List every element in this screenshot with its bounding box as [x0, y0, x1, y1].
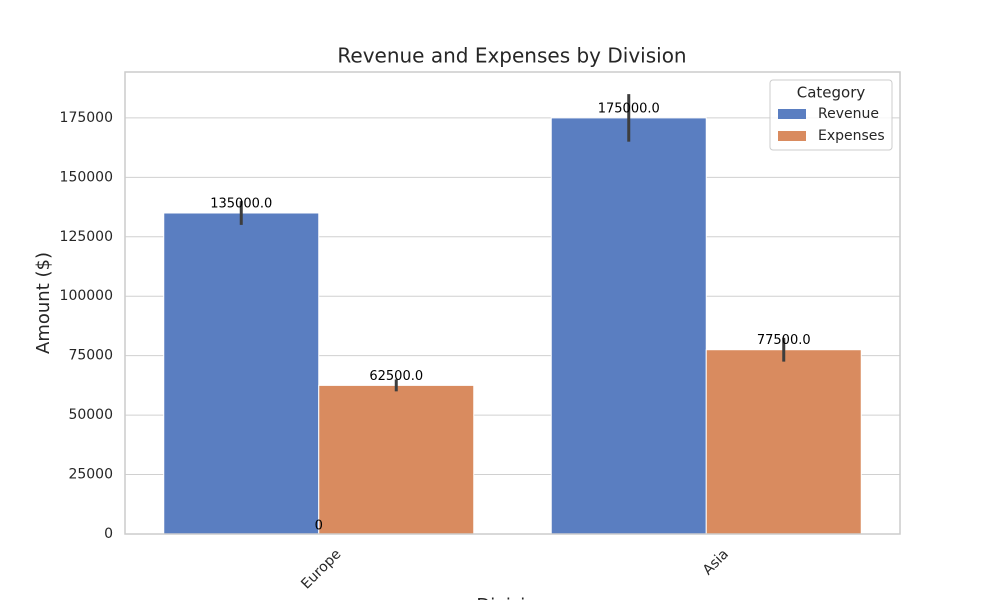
legend-label: Expenses	[818, 128, 885, 144]
y-tick-label: 75000	[68, 348, 113, 364]
y-tick-label: 125000	[60, 229, 113, 245]
chart-title: Revenue and Expenses by Division	[337, 44, 686, 68]
y-tick-label: 50000	[68, 407, 113, 423]
value-label: 135000.0	[210, 197, 272, 212]
y-tick-label: 25000	[68, 467, 113, 483]
bar	[163, 212, 320, 535]
plot-frame	[124, 71, 901, 535]
value-label: 175000.0	[598, 101, 660, 116]
y-tick-label: 175000	[60, 110, 113, 126]
bar	[705, 349, 862, 535]
x-axis-label: Division	[476, 595, 547, 600]
legend-swatch	[778, 109, 806, 119]
y-tick-label: 0	[104, 526, 113, 542]
y-axis-label: Amount ($)	[33, 252, 54, 354]
bar	[318, 384, 475, 535]
legend-label: Revenue	[818, 106, 879, 122]
legend-swatch	[778, 131, 806, 141]
annotation: 0	[315, 519, 323, 534]
legend-title: Category	[797, 84, 866, 102]
y-tick-label: 100000	[60, 288, 113, 304]
bar	[550, 117, 707, 535]
y-tick-label: 150000	[60, 169, 113, 185]
value-label: 62500.0	[369, 369, 423, 384]
value-label: 77500.0	[757, 333, 811, 348]
